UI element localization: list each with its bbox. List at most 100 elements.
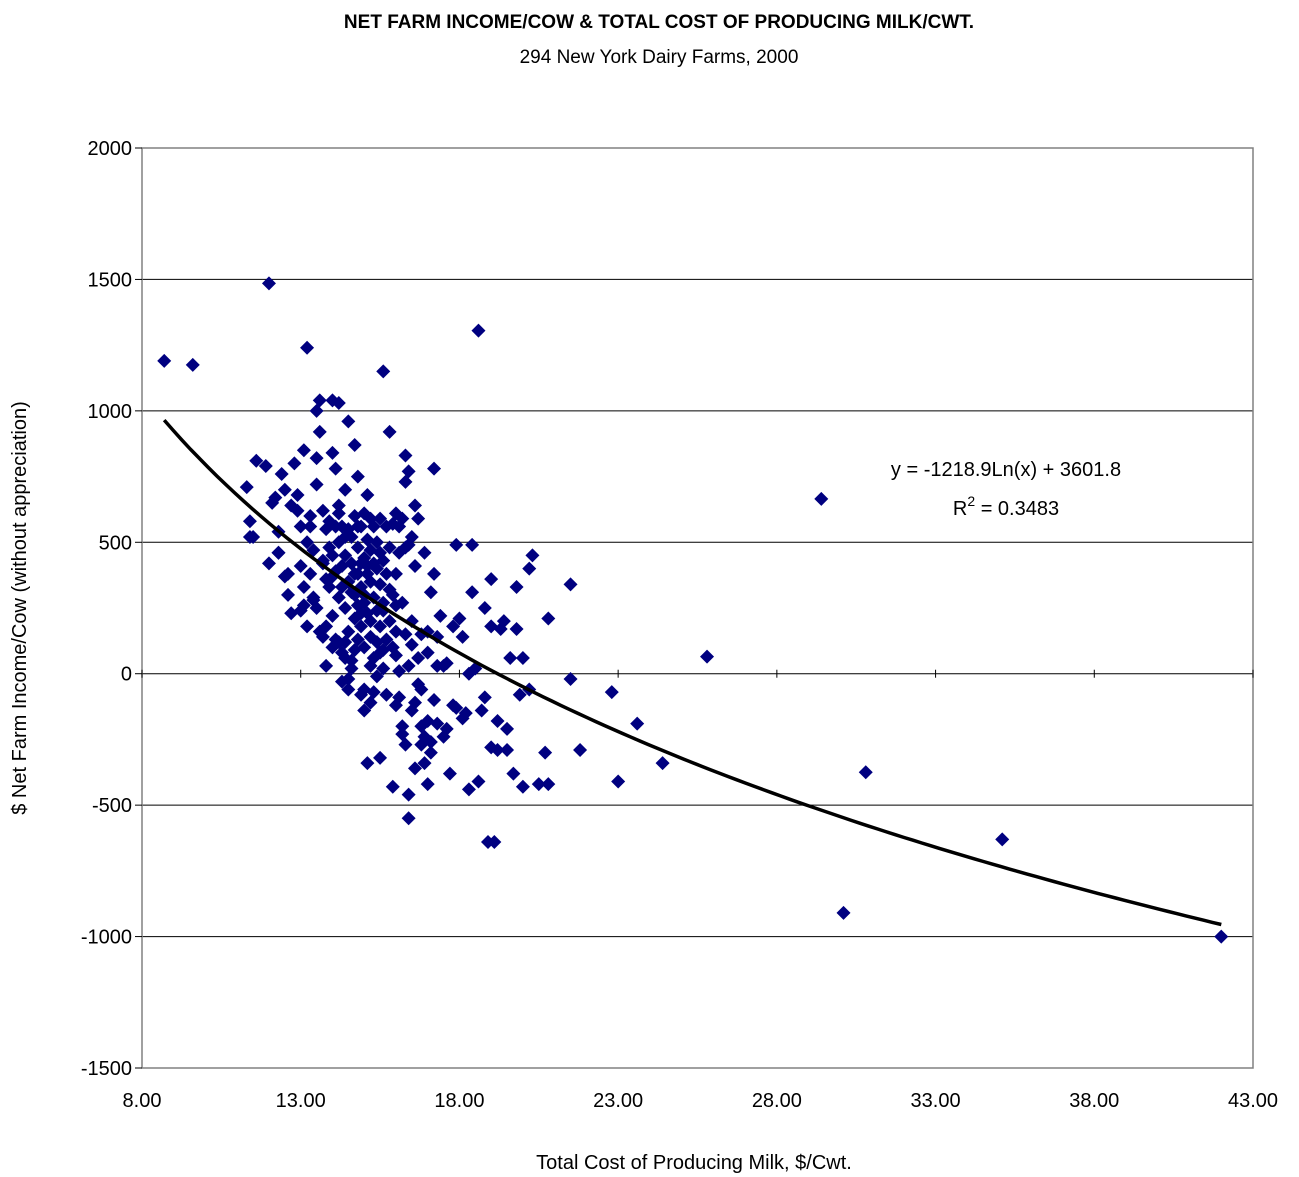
data-point	[344, 661, 359, 676]
data-point	[354, 619, 369, 634]
data-point	[449, 537, 464, 552]
data-point	[357, 682, 372, 697]
data-point	[309, 477, 324, 492]
y-axis-ticks: 2000 1500 1000 500 0 -500 -1000 -1500	[81, 138, 142, 1080]
y-tick-label: 0	[121, 664, 132, 686]
data-point	[338, 482, 353, 497]
data-point	[388, 624, 403, 639]
data-point	[382, 614, 397, 629]
data-point	[487, 834, 502, 849]
y-axis-label: $ Net Farm Income/Cow (without appreciat…	[9, 401, 31, 815]
data-point	[700, 649, 715, 664]
data-point	[522, 561, 537, 576]
data-point	[261, 556, 276, 571]
data-point	[303, 519, 318, 534]
data-point	[385, 640, 400, 655]
data-point	[185, 357, 200, 372]
data-point	[398, 540, 413, 555]
data-point	[427, 693, 442, 707]
data-point	[350, 519, 365, 534]
data-point	[322, 540, 337, 555]
data-point	[350, 566, 365, 581]
y-tick-label: -500	[92, 795, 132, 817]
data-point	[344, 653, 359, 668]
x-tick-label: 33.00	[911, 1090, 961, 1112]
data-point	[338, 530, 353, 545]
data-point	[287, 456, 302, 471]
data-point	[325, 445, 340, 460]
data-point	[347, 438, 362, 453]
data-point	[506, 766, 521, 781]
x-tick-label: 8.00	[123, 1090, 162, 1112]
data-point	[604, 685, 619, 700]
data-point	[515, 779, 530, 794]
data-point	[477, 690, 492, 705]
data-point	[461, 666, 476, 681]
data-point	[452, 611, 467, 626]
data-point	[525, 548, 540, 563]
x-tick-label: 18.00	[434, 1090, 484, 1112]
data-point	[411, 650, 426, 665]
data-point	[379, 566, 394, 581]
data-point	[512, 687, 527, 702]
data-point	[392, 690, 407, 705]
data-point	[281, 587, 296, 602]
data-point	[271, 545, 286, 560]
data-point	[379, 687, 394, 702]
data-point	[395, 511, 410, 526]
data-point	[465, 537, 480, 552]
data-point	[423, 745, 438, 760]
data-point	[369, 669, 384, 684]
data-point	[484, 572, 499, 587]
data-point	[360, 756, 375, 771]
data-point	[398, 448, 413, 463]
data-point	[420, 777, 435, 792]
data-point	[376, 603, 391, 618]
data-point	[500, 721, 515, 736]
data-point	[268, 490, 283, 505]
data-point	[357, 703, 372, 718]
data-point	[401, 658, 416, 673]
data-point	[515, 650, 530, 665]
y-tick-label: 500	[99, 532, 132, 554]
data-point	[350, 540, 365, 555]
data-point	[363, 658, 378, 673]
data-point	[836, 905, 851, 920]
data-point	[417, 756, 432, 771]
data-point	[277, 569, 292, 584]
data-point	[382, 582, 397, 597]
data-point	[439, 656, 454, 671]
data-point	[398, 737, 413, 752]
data-point	[395, 727, 410, 742]
data-point	[325, 608, 340, 623]
data-point	[541, 611, 556, 626]
data-point	[331, 506, 346, 521]
data-point	[296, 598, 311, 613]
data-point	[357, 595, 372, 610]
data-point	[858, 765, 873, 780]
data-point	[344, 556, 359, 571]
data-point	[509, 579, 524, 594]
data-point	[395, 595, 410, 610]
data-point	[373, 645, 388, 660]
y-tick-label: -1000	[81, 927, 132, 949]
data-point	[401, 787, 416, 802]
plot-area	[141, 147, 1254, 1069]
data-point	[341, 682, 356, 697]
data-point	[350, 469, 365, 484]
r2-prefix: R	[953, 498, 967, 520]
data-point	[376, 661, 391, 676]
data-point	[258, 459, 273, 474]
data-point	[490, 742, 505, 757]
x-axis-ticks: 8.00 13.00 18.00 23.00 28.00 33.00 38.00 43.00	[123, 669, 1278, 1112]
data-point	[496, 614, 511, 629]
data-point	[411, 511, 426, 526]
data-point	[471, 323, 486, 338]
data-point	[427, 566, 442, 581]
data-point	[423, 585, 438, 600]
y-tick-label: 1000	[88, 401, 133, 423]
trendline	[162, 418, 1222, 927]
data-point	[369, 635, 384, 650]
data-point	[414, 682, 429, 697]
